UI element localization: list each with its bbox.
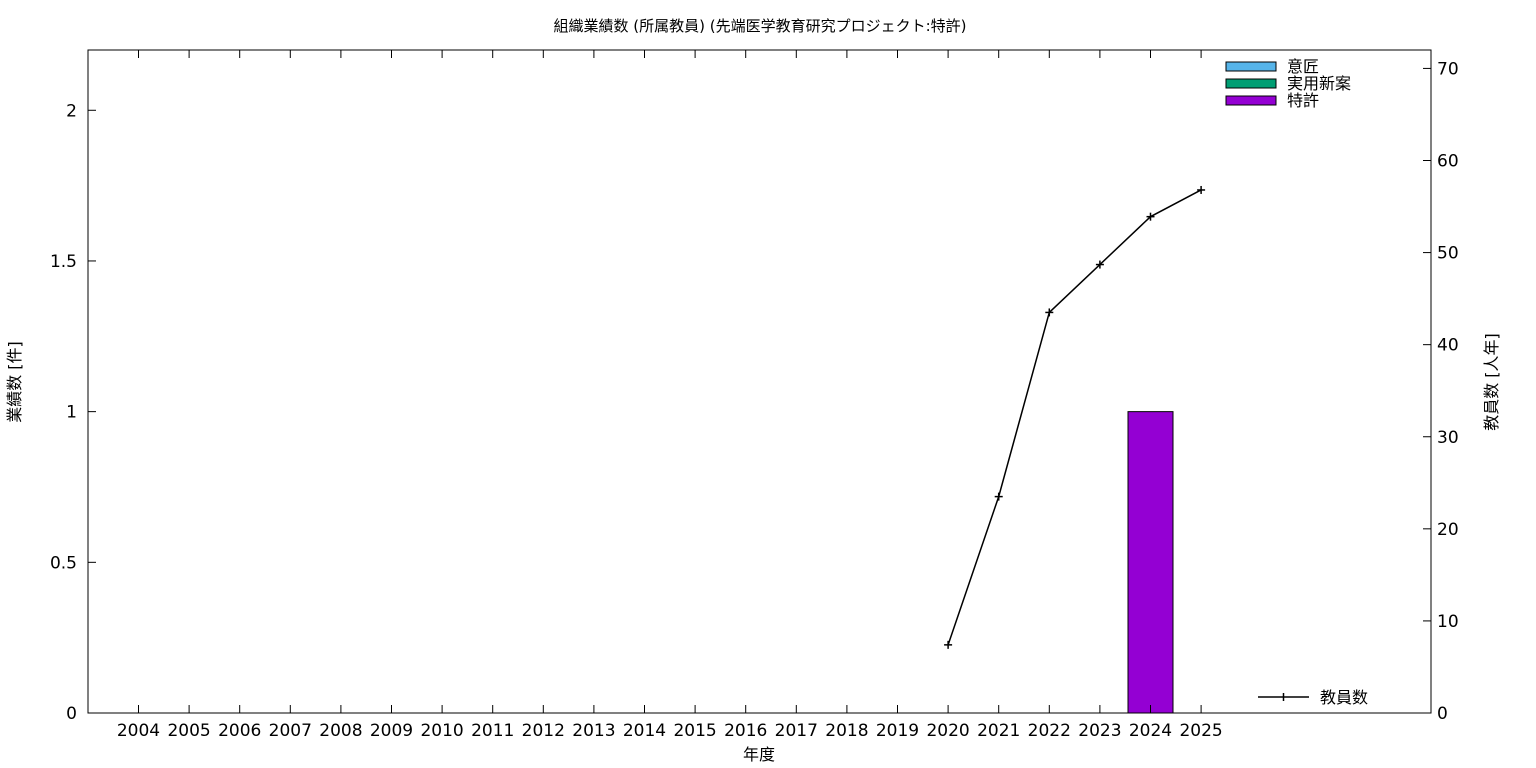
y-tick-label: 1.5 bbox=[50, 252, 77, 272]
x-tick-label: 2009 bbox=[370, 721, 413, 741]
y-tick-label: 0 bbox=[66, 704, 77, 724]
x-axis-label: 年度 bbox=[743, 745, 775, 764]
y-tick-label: 1 bbox=[66, 403, 77, 423]
x-tick-label: 2014 bbox=[623, 721, 666, 741]
x-tick-label: 2025 bbox=[1179, 721, 1222, 741]
x-tick-label: 2023 bbox=[1078, 721, 1121, 741]
x-tick-label: 2006 bbox=[218, 721, 261, 741]
y2-tick-label: 0 bbox=[1437, 704, 1448, 724]
line-point bbox=[994, 492, 1003, 501]
legend-swatch bbox=[1225, 78, 1277, 89]
line-point bbox=[1095, 260, 1104, 269]
y2-tick-label: 70 bbox=[1437, 59, 1459, 79]
x-axis: 2004 2005 2006 2007 2008 2009 2010 2011 2012 2013… bbox=[117, 50, 1223, 741]
line-legend: 教員数 bbox=[1258, 688, 1368, 707]
legend-swatch bbox=[1225, 61, 1277, 72]
bars-layer bbox=[1127, 411, 1174, 714]
x-tick-label: 2007 bbox=[269, 721, 312, 741]
x-tick-label: 2010 bbox=[420, 721, 463, 741]
x-tick-label: 2011 bbox=[471, 721, 514, 741]
x-tick-label: 2017 bbox=[775, 721, 818, 741]
line-point bbox=[1197, 185, 1206, 194]
y2-tick-label: 20 bbox=[1437, 520, 1459, 540]
bar bbox=[1127, 411, 1174, 714]
y-axis-right: 0 10 20 30 40 50 60 70 bbox=[1423, 59, 1459, 724]
y2-tick-label: 30 bbox=[1437, 428, 1459, 448]
line-point bbox=[1146, 212, 1155, 221]
x-tick-label: 2016 bbox=[724, 721, 767, 741]
x-tick-label: 2013 bbox=[572, 721, 615, 741]
y2-tick-label: 60 bbox=[1437, 152, 1459, 172]
x-tick-label: 2005 bbox=[167, 721, 210, 741]
line-layer bbox=[944, 185, 1206, 649]
x-tick-label: 2012 bbox=[522, 721, 565, 741]
legend-label: 実用新案 bbox=[1287, 74, 1351, 93]
y-axis-label: 業績数 [件] bbox=[5, 341, 24, 423]
x-tick-label: 2004 bbox=[117, 721, 160, 741]
plot-frame bbox=[87, 49, 1432, 714]
y2-tick-label: 50 bbox=[1437, 244, 1459, 264]
chart-title: 組織業績数 (所属教員) (先端医学教育研究プロジェクト:特許) bbox=[553, 17, 966, 35]
x-tick-label: 2015 bbox=[673, 721, 716, 741]
x-tick-label: 2019 bbox=[876, 721, 919, 741]
faculty-count-line bbox=[947, 189, 1202, 646]
legend-label: 特許 bbox=[1287, 91, 1319, 110]
line-point bbox=[944, 640, 953, 649]
x-tick-label: 2024 bbox=[1129, 721, 1172, 741]
y2-tick-label: 40 bbox=[1437, 336, 1459, 356]
line-legend-label: 教員数 bbox=[1320, 688, 1368, 707]
legend-label: 意匠 bbox=[1287, 57, 1319, 76]
y-tick-label: 2 bbox=[66, 101, 77, 121]
y-axis-left: 0 0.5 1 1.5 2 bbox=[50, 101, 96, 724]
y2-tick-label: 10 bbox=[1437, 612, 1459, 632]
x-tick-label: 2020 bbox=[926, 721, 969, 741]
y-tick-label: 0.5 bbox=[50, 553, 77, 573]
legend-swatch bbox=[1225, 95, 1277, 106]
x-tick-label: 2018 bbox=[825, 721, 868, 741]
x-tick-label: 2008 bbox=[319, 721, 362, 741]
x-tick-label: 2022 bbox=[1028, 721, 1071, 741]
y2-axis-label: 教員数 [人年] bbox=[1482, 333, 1501, 431]
x-tick-label: 2021 bbox=[977, 721, 1020, 741]
line-point bbox=[1045, 308, 1054, 317]
